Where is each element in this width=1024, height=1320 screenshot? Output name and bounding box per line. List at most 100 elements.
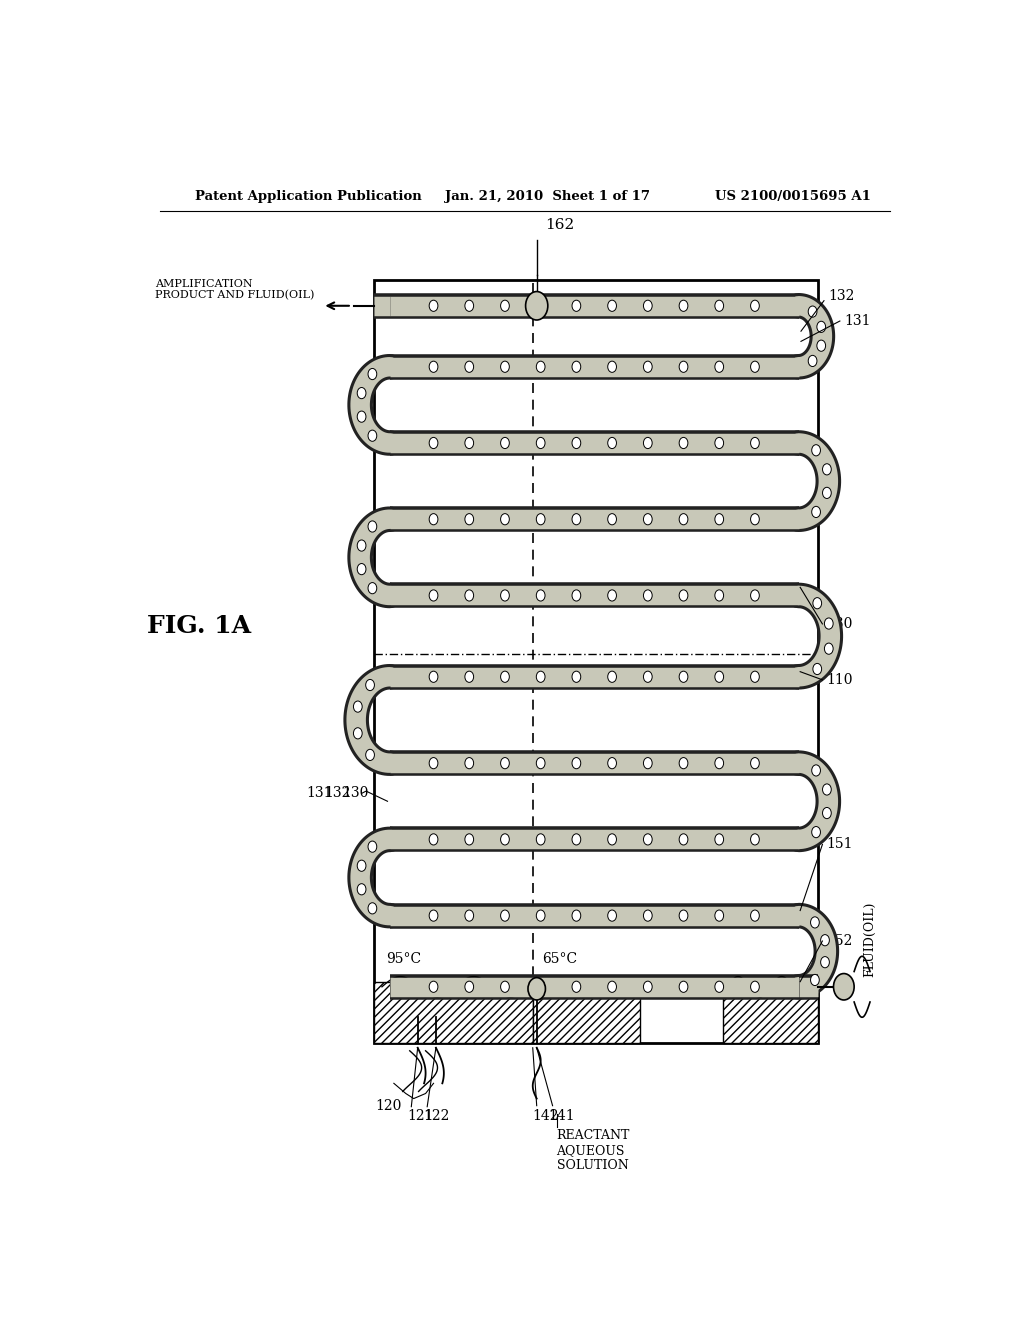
Circle shape (572, 300, 581, 312)
Circle shape (357, 564, 366, 574)
Bar (374, 280, 818, 1043)
Circle shape (528, 978, 546, 1001)
Circle shape (822, 808, 831, 818)
Circle shape (679, 671, 688, 682)
Circle shape (368, 841, 377, 853)
Circle shape (537, 671, 545, 682)
Circle shape (822, 463, 831, 475)
Circle shape (572, 513, 581, 525)
Circle shape (537, 909, 545, 921)
Circle shape (357, 388, 366, 399)
Circle shape (643, 513, 652, 525)
Circle shape (811, 974, 819, 986)
Text: 131: 131 (845, 314, 871, 329)
Circle shape (607, 834, 616, 845)
Circle shape (751, 758, 760, 768)
Text: FIG. 1A: FIG. 1A (147, 614, 252, 638)
Text: 122: 122 (423, 1109, 450, 1123)
Circle shape (679, 909, 688, 921)
Circle shape (465, 758, 474, 768)
Bar (723, 982, 818, 1043)
Circle shape (812, 445, 820, 455)
Circle shape (353, 727, 362, 739)
Circle shape (429, 437, 438, 449)
Circle shape (808, 306, 817, 317)
Circle shape (822, 487, 831, 499)
Text: 120: 120 (376, 1098, 402, 1113)
Text: 132: 132 (324, 787, 350, 800)
Circle shape (368, 521, 377, 532)
Circle shape (813, 664, 821, 675)
Circle shape (715, 513, 724, 525)
Circle shape (715, 437, 724, 449)
Circle shape (817, 321, 825, 333)
Circle shape (537, 981, 545, 993)
Circle shape (715, 834, 724, 845)
Text: 131: 131 (306, 787, 333, 800)
Text: Patent Application Publication: Patent Application Publication (196, 190, 422, 202)
Circle shape (501, 834, 509, 845)
Circle shape (813, 598, 821, 609)
Circle shape (368, 582, 377, 594)
Text: AMPLIFICATION
PRODUCT AND FLUID(OIL): AMPLIFICATION PRODUCT AND FLUID(OIL) (155, 279, 314, 301)
Circle shape (368, 368, 377, 380)
Circle shape (751, 590, 760, 601)
Circle shape (820, 957, 829, 968)
Circle shape (751, 909, 760, 921)
Circle shape (465, 909, 474, 921)
Circle shape (643, 834, 652, 845)
Circle shape (572, 437, 581, 449)
Text: 151: 151 (826, 837, 853, 851)
Circle shape (824, 643, 834, 655)
Circle shape (357, 411, 366, 422)
Text: 130: 130 (342, 787, 369, 800)
Circle shape (366, 750, 375, 760)
Text: FLUID(OIL): FLUID(OIL) (863, 902, 877, 977)
Circle shape (429, 513, 438, 525)
Text: 152: 152 (826, 935, 853, 948)
Circle shape (366, 680, 375, 690)
Circle shape (679, 758, 688, 768)
Circle shape (607, 513, 616, 525)
Circle shape (501, 437, 509, 449)
Circle shape (465, 300, 474, 312)
Circle shape (429, 590, 438, 601)
Circle shape (572, 671, 581, 682)
Circle shape (751, 834, 760, 845)
Circle shape (501, 909, 509, 921)
Circle shape (679, 362, 688, 372)
Circle shape (643, 362, 652, 372)
Circle shape (368, 903, 377, 913)
Circle shape (812, 764, 820, 776)
Circle shape (715, 671, 724, 682)
Circle shape (429, 909, 438, 921)
Circle shape (572, 834, 581, 845)
Circle shape (429, 981, 438, 993)
Circle shape (501, 590, 509, 601)
Circle shape (537, 590, 545, 601)
Text: 141: 141 (549, 1109, 575, 1123)
Circle shape (465, 981, 474, 993)
Circle shape (357, 883, 366, 895)
Circle shape (715, 590, 724, 601)
Circle shape (368, 430, 377, 441)
Circle shape (537, 834, 545, 845)
Bar (374, 982, 532, 1043)
Circle shape (537, 362, 545, 372)
Circle shape (607, 981, 616, 993)
Circle shape (751, 300, 760, 312)
Text: 121: 121 (408, 1109, 434, 1123)
Circle shape (537, 300, 545, 312)
Circle shape (715, 981, 724, 993)
Text: Jan. 21, 2010  Sheet 1 of 17: Jan. 21, 2010 Sheet 1 of 17 (445, 190, 650, 202)
Text: US 2100/0015695 A1: US 2100/0015695 A1 (715, 190, 871, 202)
Text: REACTANT
AQUEOUS
SOLUTION: REACTANT AQUEOUS SOLUTION (557, 1129, 630, 1172)
Circle shape (643, 300, 652, 312)
Circle shape (501, 362, 509, 372)
Circle shape (353, 701, 362, 713)
Circle shape (465, 437, 474, 449)
Circle shape (824, 618, 834, 630)
Circle shape (679, 981, 688, 993)
Circle shape (808, 355, 817, 367)
Circle shape (822, 784, 831, 795)
